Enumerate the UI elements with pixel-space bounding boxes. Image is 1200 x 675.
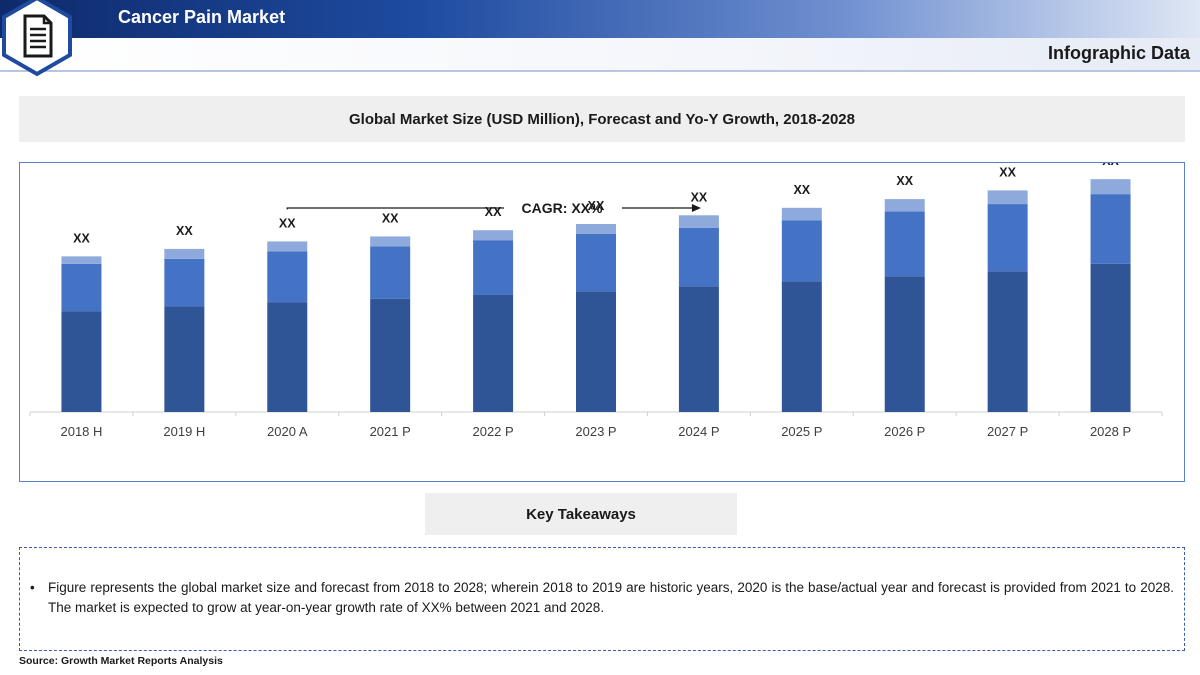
x-tick-label: 2022 P [472, 424, 513, 439]
data-label: XX [793, 183, 810, 197]
bar-segment [61, 311, 102, 412]
bar-segment [678, 286, 719, 412]
bar-segment [267, 302, 308, 412]
takeaways-box: • Figure represents the global market si… [19, 547, 1185, 651]
bar-segment [884, 199, 925, 212]
data-label: XX [73, 231, 90, 245]
bullet-icon: • [30, 580, 35, 595]
data-label: XX [691, 190, 708, 204]
bar-segment [987, 204, 1028, 272]
bar-segment [164, 258, 205, 307]
data-label: XX [1102, 163, 1119, 168]
data-label: XX [896, 174, 913, 188]
bar-segment [987, 271, 1028, 412]
x-tick-label: 2021 P [370, 424, 411, 439]
cagr-annotation: CAGR: XX% [522, 200, 603, 216]
bar-segment [473, 230, 514, 241]
bar-segment [576, 224, 616, 234]
data-label: XX [279, 216, 296, 230]
data-label: XX [485, 205, 502, 219]
bar-segment [576, 291, 616, 412]
source-note: Source: Growth Market Reports Analysis [19, 655, 223, 667]
app-subtitle: Infographic Data [1047, 43, 1190, 63]
chart-frame: 2018 H XX 2019 H XX 2020 A XX 2021 P XX 2022 P XX… [19, 162, 1185, 482]
bar-segment [61, 263, 102, 312]
bar-segment [370, 298, 411, 412]
cagr-bracket-line [286, 207, 504, 210]
data-label: XX [999, 165, 1016, 179]
takeaway-item: • Figure represents the global market si… [30, 578, 1174, 618]
takeaways-title: Key Takeaways [425, 493, 737, 535]
bar-segment [473, 240, 514, 295]
data-label: XX [176, 224, 193, 238]
bar-segment [473, 294, 514, 412]
bar-segment [781, 207, 822, 221]
app-title: Cancer Pain Market [118, 7, 286, 27]
x-tick-label: 2023 P [575, 424, 616, 439]
header-band [0, 0, 1200, 38]
bar-segment [370, 236, 411, 247]
chart-title: Global Market Size (USD Million), Foreca… [19, 96, 1185, 142]
bar-chart: 2018 H XX 2019 H XX 2020 A XX 2021 P XX 2022 P XX… [29, 163, 1163, 439]
data-label: XX [588, 199, 605, 213]
bar-segment [884, 276, 925, 412]
bar-segment [267, 241, 308, 252]
bar-segment [267, 251, 308, 303]
bar-segment [884, 211, 925, 277]
x-tick-label: 2028 P [1090, 424, 1131, 439]
bar-segment [1090, 179, 1131, 195]
bar-segment [1090, 263, 1131, 412]
bar-segment [576, 233, 616, 292]
x-tick-label: 2026 P [884, 424, 925, 439]
bar-segment [987, 190, 1028, 205]
bar-segment [164, 306, 205, 412]
bar-segment [1090, 194, 1131, 264]
x-tick-label: 2020 A [267, 424, 308, 439]
bar-segment [164, 248, 205, 259]
bar-segment [370, 246, 411, 299]
bar-segment [678, 215, 719, 228]
bar-segment [781, 281, 822, 412]
document-icon [2, 0, 72, 77]
x-tick-label: 2024 P [678, 424, 719, 439]
x-tick-label: 2025 P [781, 424, 822, 439]
takeaway-text: Figure represents the global market size… [48, 580, 1174, 615]
cagr-arrow-head [691, 204, 701, 212]
x-tick-label: 2019 H [163, 424, 205, 439]
bar-segment [61, 256, 102, 264]
header-subband [0, 38, 1200, 72]
x-tick-label: 2027 P [987, 424, 1028, 439]
x-tick-label: 2018 H [60, 424, 102, 439]
data-label: XX [382, 211, 399, 225]
bar-segment [678, 227, 719, 287]
bar-segment [781, 220, 822, 282]
